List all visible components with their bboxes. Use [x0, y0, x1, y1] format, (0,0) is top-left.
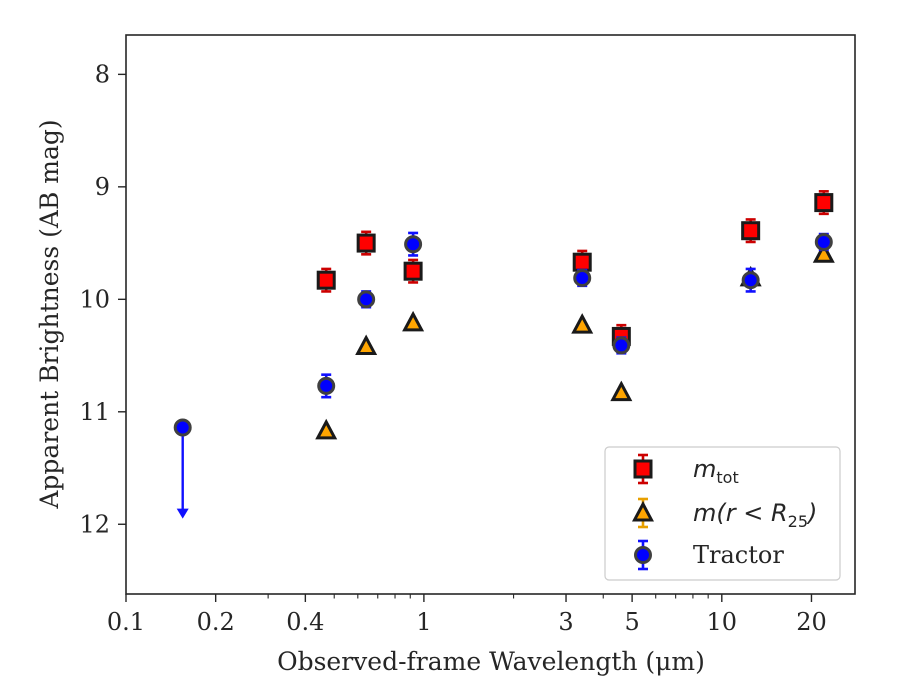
- x-tick-label: 3: [558, 608, 573, 636]
- data-point-circle: [357, 290, 376, 309]
- x-axis-label: Observed-frame Wavelength (μm): [277, 647, 705, 676]
- data-point-circle: [317, 376, 336, 395]
- y-tick-label: 12: [79, 510, 110, 538]
- plot-frame: [125, 34, 856, 595]
- series-circle: [317, 231, 833, 399]
- x-tick-label: 0.1: [107, 608, 145, 636]
- data-point-triangle: [610, 380, 633, 402]
- legend-marker-circle: [634, 546, 652, 564]
- x-tick-label: 1: [416, 608, 431, 636]
- data-point-triangle: [571, 313, 594, 334]
- upper-limit: [173, 418, 192, 519]
- legend-entry: m(r < R25): [631, 497, 817, 531]
- data-point-square: [403, 261, 423, 281]
- data-markers: [173, 190, 835, 519]
- x-tick-label: 5: [624, 608, 639, 636]
- upper-limit-arrow-head: [176, 508, 189, 519]
- plot-area-border: [125, 34, 856, 595]
- data-point-square: [741, 221, 761, 241]
- data-point-circle: [404, 235, 423, 254]
- legend-entry: Tractor: [634, 539, 784, 571]
- legend-marker-square: [633, 459, 653, 479]
- x-tick-label: 0.2: [197, 608, 235, 636]
- data-point-square: [814, 193, 834, 213]
- data-point-circle: [612, 336, 631, 355]
- data-point-square: [316, 270, 336, 290]
- legend-label: Tractor: [693, 541, 784, 569]
- legend-marker-triangle: [631, 500, 655, 522]
- y-tick-label: 11: [79, 398, 110, 426]
- data-point-square: [356, 233, 376, 253]
- x-tick-label: 0.4: [286, 608, 324, 636]
- legend: mtot m(r < R25) Tractor: [604, 446, 841, 581]
- data-point-triangle: [402, 310, 425, 332]
- legend-label: m(r < R25): [693, 499, 817, 531]
- y-tick-label: 9: [95, 173, 110, 201]
- data-point-triangle: [315, 418, 338, 440]
- x-tick-label: 10: [707, 608, 738, 636]
- legend-box: [604, 446, 841, 581]
- x-tick-label: 20: [796, 608, 827, 636]
- data-point-triangle: [355, 334, 378, 356]
- y-axis-label: Apparent Brightness (AB mag): [35, 119, 64, 509]
- legend-label: mtot: [693, 455, 739, 487]
- axis-ticks: 0.1 0.2 0.4 1 3 5 10 20 8 9 10 11 12: [79, 60, 826, 636]
- data-point-circle: [741, 271, 760, 290]
- legend-entry: mtot: [633, 453, 739, 487]
- legend-entries: mtot m(r < R25) Tractor: [631, 453, 817, 571]
- data-point-circle: [814, 232, 833, 251]
- data-point-triangle: [812, 242, 835, 263]
- data-point-circle: [573, 268, 592, 287]
- upper-limit-marker: [173, 418, 192, 437]
- y-tick-label: 8: [95, 60, 110, 88]
- data-point-square: [572, 252, 592, 272]
- y-tick-label: 10: [79, 285, 110, 313]
